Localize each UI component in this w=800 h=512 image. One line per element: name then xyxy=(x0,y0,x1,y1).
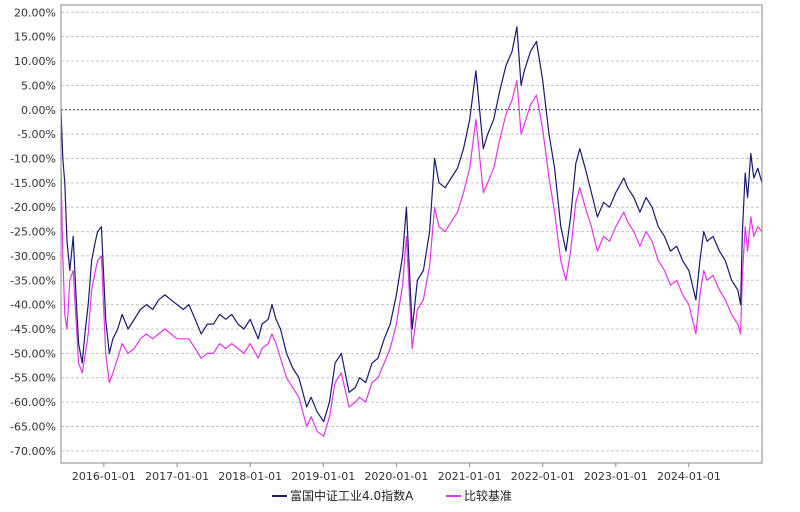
y-tick-label: -25.00% xyxy=(10,226,56,239)
y-tick-label: -45.00% xyxy=(10,323,56,336)
series-lines xyxy=(60,26,763,437)
gridlines xyxy=(61,11,762,452)
y-tick-label: 15.00% xyxy=(14,31,56,44)
y-tick-label: 10.00% xyxy=(14,55,56,68)
y-tick-label: -50.00% xyxy=(10,347,56,360)
legend-label-fund: 富国中证工业4.0指数A xyxy=(290,488,414,503)
y-tick-label: -30.00% xyxy=(10,250,56,263)
y-tick-label: -60.00% xyxy=(10,396,56,409)
x-tick-label: 2023-01-01 xyxy=(584,470,648,483)
legend-label-benchmark: 比较基准 xyxy=(464,488,512,503)
y-tick-label: -5.00% xyxy=(17,128,56,141)
x-tick-label: 2017-01-01 xyxy=(145,470,209,483)
x-tick-label: 2019-01-01 xyxy=(291,470,355,483)
y-tick-label: -10.00% xyxy=(10,152,56,165)
series-line-benchmark xyxy=(60,79,763,437)
x-tick-label: 2020-01-01 xyxy=(364,470,428,483)
legend: 富国中证工业4.0指数A 比较基准 xyxy=(272,488,512,503)
x-tick-label: 2024-01-01 xyxy=(657,470,721,483)
x-tick-label: 2021-01-01 xyxy=(438,470,502,483)
y-tick-label: 0.00% xyxy=(21,104,56,117)
series-line-fund xyxy=(60,26,763,423)
x-tick-label: 2022-01-01 xyxy=(511,470,575,483)
y-tick-label: -40.00% xyxy=(10,299,56,312)
y-tick-label: -55.00% xyxy=(10,372,56,385)
y-tick-label: -35.00% xyxy=(10,274,56,287)
y-tick-label: -20.00% xyxy=(10,201,56,214)
y-tick-label: -65.00% xyxy=(10,420,56,433)
y-tick-label: -70.00% xyxy=(10,445,56,458)
x-tick-label: 2018-01-01 xyxy=(218,470,282,483)
plot-area-frame xyxy=(60,4,763,464)
y-axis-tick-labels: 20.00% 15.00% 10.00% 5.00% 0.00% -5.00% -10.00… xyxy=(10,6,56,458)
y-tick-label: 20.00% xyxy=(14,6,56,19)
y-tick-label: -15.00% xyxy=(10,177,56,190)
x-tick-label: 2016-01-01 xyxy=(72,470,136,483)
x-axis-tick-labels: 2016-01-01 2017-01-01 2018-01-01 2019-01-01… xyxy=(72,463,721,483)
y-tick-label: 5.00% xyxy=(21,79,56,92)
